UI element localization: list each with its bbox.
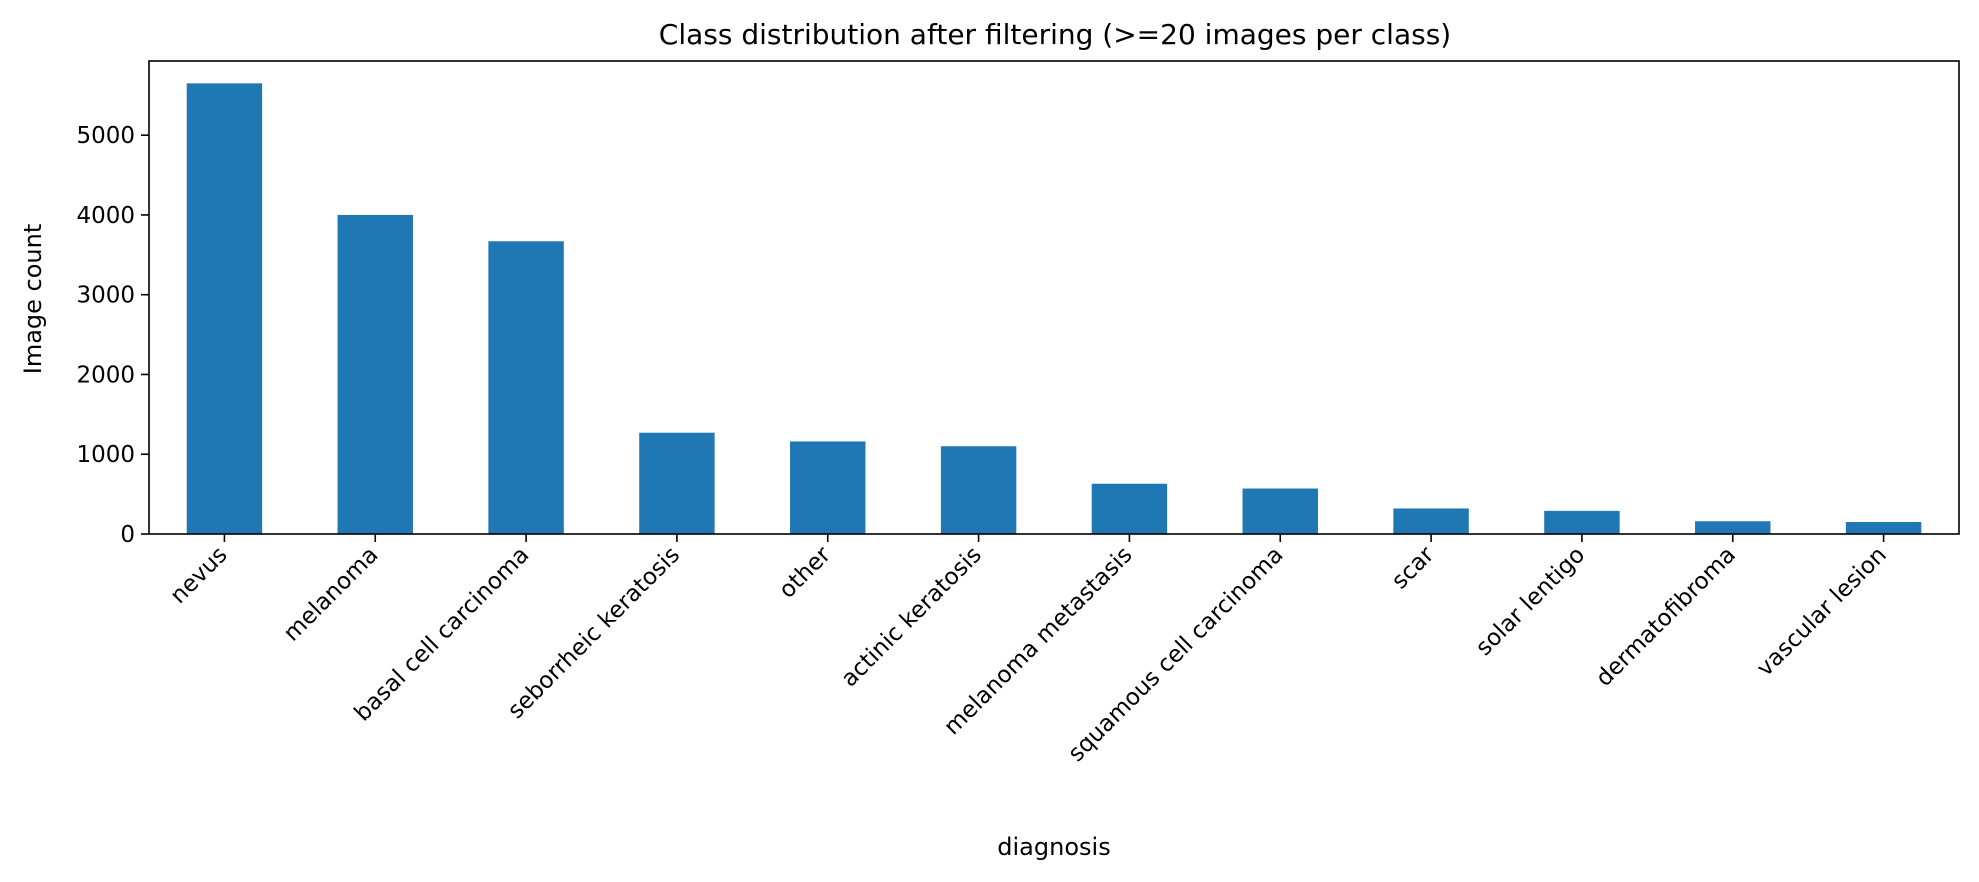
bar-seborrheic-keratosis	[639, 432, 715, 534]
bars-layer	[186, 83, 1922, 534]
bar-melanoma-metastasis	[1091, 483, 1168, 534]
x-tick-label: dermatofibroma	[1591, 542, 1741, 692]
y-tick-label: 2000	[76, 362, 135, 388]
bar-actinic-keratosis	[940, 446, 1017, 534]
x-axis-label: diagnosis	[997, 833, 1110, 861]
bar-squamous-cell-carcinoma	[1242, 488, 1318, 534]
bar-solar-lentigo	[1544, 510, 1620, 534]
x-tick-label: actinic keratosis	[836, 542, 986, 692]
x-tick-label: scar	[1387, 541, 1440, 594]
x-tick-label: vascular lesion	[1752, 542, 1892, 682]
y-tick-label: 3000	[76, 283, 135, 309]
bar-other	[790, 441, 866, 534]
bar-vascular-lesion	[1845, 522, 1922, 534]
y-axis-label: Image count	[19, 224, 47, 375]
y-tick-label: 4000	[76, 203, 135, 229]
x-tick-label: seborrheic keratosis	[503, 542, 685, 724]
x-tick-label: solar lentigo	[1471, 542, 1590, 661]
x-tick-label: nevus	[166, 542, 233, 609]
y-tick-label: 0	[120, 522, 135, 548]
x-tick-label: other	[774, 541, 836, 603]
x-tick-label: basal cell carcinoma	[350, 542, 535, 727]
chart-title: Class distribution after filtering (>=20…	[659, 18, 1451, 51]
bar-melanoma	[337, 214, 413, 534]
y-tick-label: 5000	[76, 123, 135, 149]
bar-basal-cell-carcinoma	[488, 241, 564, 534]
y-tick-label: 1000	[76, 442, 135, 468]
bar-nevus	[186, 83, 263, 534]
y-axis-ticks: 0 1000 2000 3000 4000 5000	[76, 123, 149, 548]
plot-frame	[148, 60, 1960, 535]
bar-dermatofibroma	[1695, 521, 1771, 534]
bar-scar	[1393, 508, 1469, 534]
x-tick-label: melanoma	[279, 542, 384, 647]
